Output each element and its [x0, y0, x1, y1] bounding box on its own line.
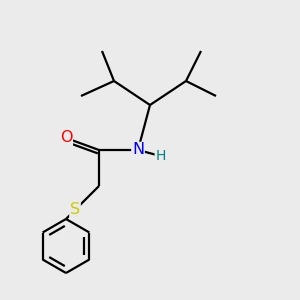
Text: S: S — [70, 202, 80, 217]
Text: O: O — [60, 130, 72, 146]
Text: H: H — [155, 149, 166, 163]
Text: N: N — [132, 142, 144, 158]
